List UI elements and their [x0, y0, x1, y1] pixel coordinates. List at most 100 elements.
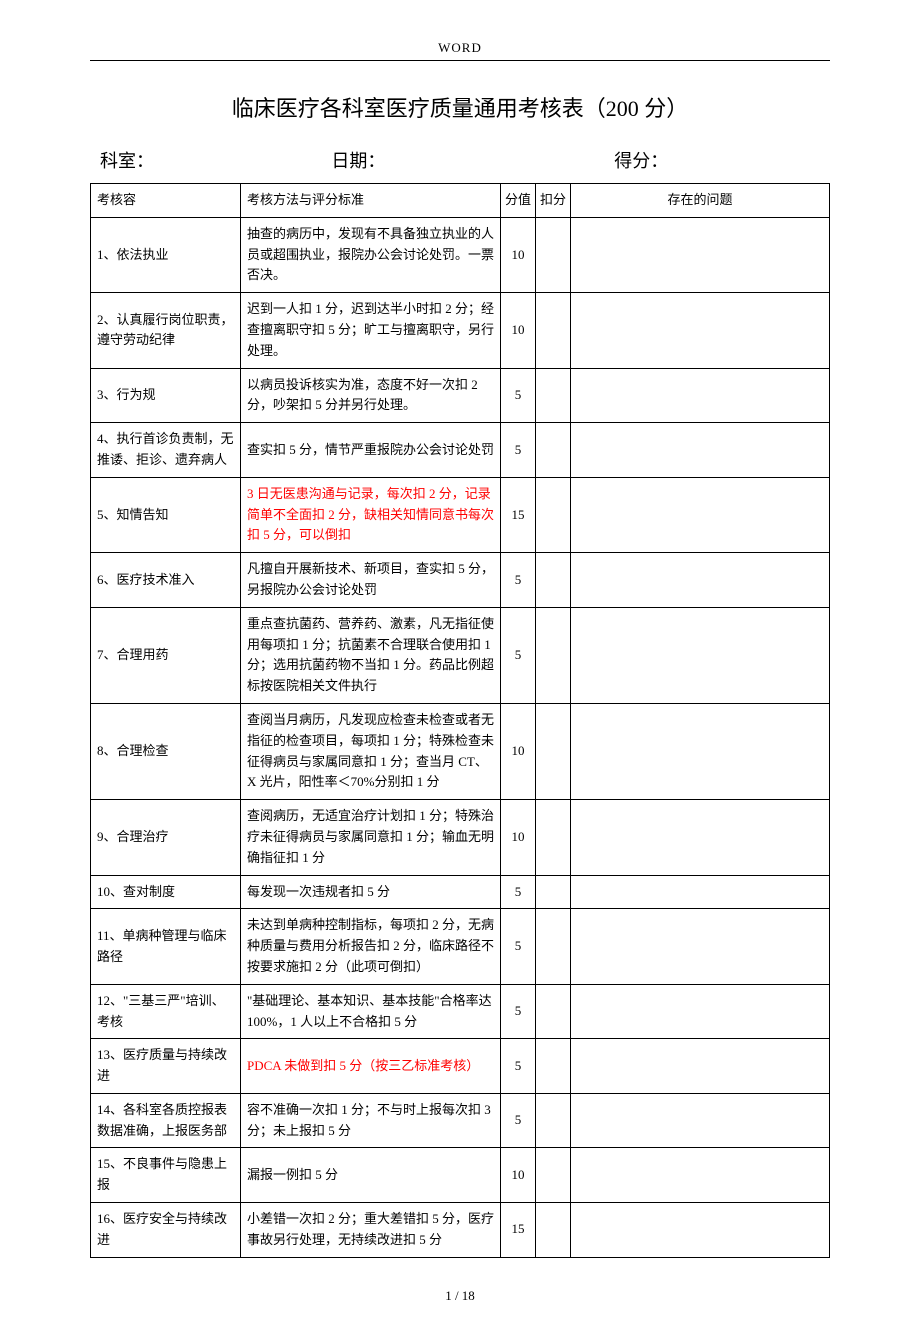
cell-score: 5 [501, 875, 536, 909]
cell-standard: 漏报一例扣 5 分 [241, 1148, 501, 1203]
cell-deduct [536, 607, 571, 703]
cell-issue [571, 607, 830, 703]
cell-standard: 迟到一人扣 1 分，迟到达半小时扣 2 分；经查擅离职守扣 5 分；旷工与擅离职… [241, 293, 501, 368]
header-deduct: 扣分 [536, 184, 571, 218]
table-row: 7、合理用药重点查抗菌药、营养药、激素，凡无指征使用每项扣 1 分；抗菌素不合理… [91, 607, 830, 703]
score-label: 得分： [614, 147, 820, 173]
cell-score: 5 [501, 1039, 536, 1094]
cell-score: 5 [501, 423, 536, 478]
table-row: 9、合理治疗查阅病历，无适宜治疗计划扣 1 分；特殊治疗未征得病员与家属同意扣 … [91, 800, 830, 875]
page-title: 临床医疗各科室医疗质量通用考核表（200 分） [90, 91, 830, 123]
cell-item: 4、执行首诊负责制，无推诿、拒诊、遗弃病人 [91, 423, 241, 478]
cell-deduct [536, 800, 571, 875]
table-row: 3、行为规以病员投诉核实为准，态度不好一次扣 2 分，吵架扣 5 分并另行处理。… [91, 368, 830, 423]
cell-standard: 查阅病历，无适宜治疗计划扣 1 分；特殊治疗未征得病员与家属同意扣 1 分；输血… [241, 800, 501, 875]
table-row: 11、单病种管理与临床路径未达到单病种控制指标，每项扣 2 分，无病种质量与费用… [91, 909, 830, 984]
cell-standard: 抽查的病历中，发现有不具备独立执业的人员或超围执业，报院办公会讨论处罚。一票否决… [241, 217, 501, 292]
table-row: 2、认真履行岗位职责，遵守劳动纪律迟到一人扣 1 分，迟到达半小时扣 2 分；经… [91, 293, 830, 368]
cell-deduct [536, 909, 571, 984]
cell-deduct [536, 984, 571, 1039]
cell-deduct [536, 217, 571, 292]
header-standard: 考核方法与评分标准 [241, 184, 501, 218]
cell-deduct [536, 875, 571, 909]
table-header-row: 考核容 考核方法与评分标准 分值 扣分 存在的问题 [91, 184, 830, 218]
table-row: 6、医疗技术准入凡擅自开展新技术、新项目，查实扣 5 分，另报院办公会讨论处罚5 [91, 553, 830, 608]
cell-deduct [536, 703, 571, 799]
cell-score: 10 [501, 703, 536, 799]
table-row: 13、医疗质量与持续改进PDCA 未做到扣 5 分（按三乙标准考核）5 [91, 1039, 830, 1094]
cell-deduct [536, 423, 571, 478]
cell-issue [571, 800, 830, 875]
cell-deduct [536, 1093, 571, 1148]
cell-item: 15、不良事件与隐患上报 [91, 1148, 241, 1203]
table-row: 15、不良事件与隐患上报漏报一例扣 5 分10 [91, 1148, 830, 1203]
table-row: 5、知情告知3 日无医患沟通与记录，每次扣 2 分，记录简单不全面扣 2 分，缺… [91, 477, 830, 552]
cell-item: 10、查对制度 [91, 875, 241, 909]
header-item: 考核容 [91, 184, 241, 218]
info-row: 科室： 日期： 得分： [90, 147, 830, 173]
cell-issue [571, 1093, 830, 1148]
cell-deduct [536, 1148, 571, 1203]
cell-issue [571, 368, 830, 423]
cell-item: 14、各科室各质控报表数据准确，上报医务部 [91, 1093, 241, 1148]
cell-standard: 小差错一次扣 2 分；重大差错扣 5 分，医疗事故另行处理，无持续改进扣 5 分 [241, 1203, 501, 1258]
cell-item: 8、合理检查 [91, 703, 241, 799]
cell-item: 7、合理用药 [91, 607, 241, 703]
cell-issue [571, 909, 830, 984]
cell-issue [571, 875, 830, 909]
cell-score: 15 [501, 1203, 536, 1258]
cell-item: 16、医疗安全与持续改进 [91, 1203, 241, 1258]
table-row: 8、合理检查查阅当月病历，凡发现应检查未检查或者无指征的检查项目，每项扣 1 分… [91, 703, 830, 799]
cell-issue [571, 423, 830, 478]
cell-standard: 每发现一次违规者扣 5 分 [241, 875, 501, 909]
cell-deduct [536, 1203, 571, 1258]
cell-standard: 未达到单病种控制指标，每项扣 2 分，无病种质量与费用分析报告扣 2 分，临床路… [241, 909, 501, 984]
cell-issue [571, 217, 830, 292]
cell-standard: 重点查抗菌药、营养药、激素，凡无指征使用每项扣 1 分；抗菌素不合理联合使用扣 … [241, 607, 501, 703]
cell-issue [571, 1203, 830, 1258]
assessment-table: 考核容 考核方法与评分标准 分值 扣分 存在的问题 1、依法执业抽查的病历中，发… [90, 183, 830, 1258]
cell-issue [571, 477, 830, 552]
table-row: 16、医疗安全与持续改进小差错一次扣 2 分；重大差错扣 5 分，医疗事故另行处… [91, 1203, 830, 1258]
cell-issue [571, 703, 830, 799]
cell-item: 9、合理治疗 [91, 800, 241, 875]
cell-item: 3、行为规 [91, 368, 241, 423]
page-footer: 1 / 18 [90, 1288, 830, 1304]
cell-issue [571, 1148, 830, 1203]
table-row: 12、"三基三严"培训、考核"基础理论、基本知识、基本技能"合格率达 100%，… [91, 984, 830, 1039]
cell-score: 5 [501, 368, 536, 423]
cell-score: 5 [501, 1093, 536, 1148]
cell-deduct [536, 553, 571, 608]
cell-issue [571, 553, 830, 608]
cell-score: 5 [501, 553, 536, 608]
cell-standard: 以病员投诉核实为准，态度不好一次扣 2 分，吵架扣 5 分并另行处理。 [241, 368, 501, 423]
cell-item: 5、知情告知 [91, 477, 241, 552]
cell-score: 15 [501, 477, 536, 552]
table-row: 1、依法执业抽查的病历中，发现有不具备独立执业的人员或超围执业，报院办公会讨论处… [91, 217, 830, 292]
cell-standard: 容不准确一次扣 1 分；不与时上报每次扣 3 分；未上报扣 5 分 [241, 1093, 501, 1148]
cell-item: 12、"三基三严"培训、考核 [91, 984, 241, 1039]
cell-score: 5 [501, 607, 536, 703]
cell-deduct [536, 1039, 571, 1094]
cell-standard: 凡擅自开展新技术、新项目，查实扣 5 分，另报院办公会讨论处罚 [241, 553, 501, 608]
cell-score: 10 [501, 1148, 536, 1203]
cell-standard: PDCA 未做到扣 5 分（按三乙标准考核） [241, 1039, 501, 1094]
table-row: 4、执行首诊负责制，无推诿、拒诊、遗弃病人查实扣 5 分，情节严重报院办公会讨论… [91, 423, 830, 478]
cell-deduct [536, 477, 571, 552]
cell-score: 10 [501, 293, 536, 368]
cell-score: 5 [501, 909, 536, 984]
table-row: 10、查对制度每发现一次违规者扣 5 分5 [91, 875, 830, 909]
cell-score: 5 [501, 984, 536, 1039]
cell-standard: 查实扣 5 分，情节严重报院办公会讨论处罚 [241, 423, 501, 478]
cell-standard: 查阅当月病历，凡发现应检查未检查或者无指征的检查项目，每项扣 1 分；特殊检查未… [241, 703, 501, 799]
cell-issue [571, 984, 830, 1039]
cell-item: 6、医疗技术准入 [91, 553, 241, 608]
header-divider [90, 60, 830, 61]
cell-score: 10 [501, 800, 536, 875]
dept-label: 科室： [100, 147, 331, 173]
cell-standard: 3 日无医患沟通与记录，每次扣 2 分，记录简单不全面扣 2 分，缺相关知情同意… [241, 477, 501, 552]
header-label: WORD [90, 40, 830, 56]
cell-deduct [536, 293, 571, 368]
cell-deduct [536, 368, 571, 423]
cell-issue [571, 1039, 830, 1094]
